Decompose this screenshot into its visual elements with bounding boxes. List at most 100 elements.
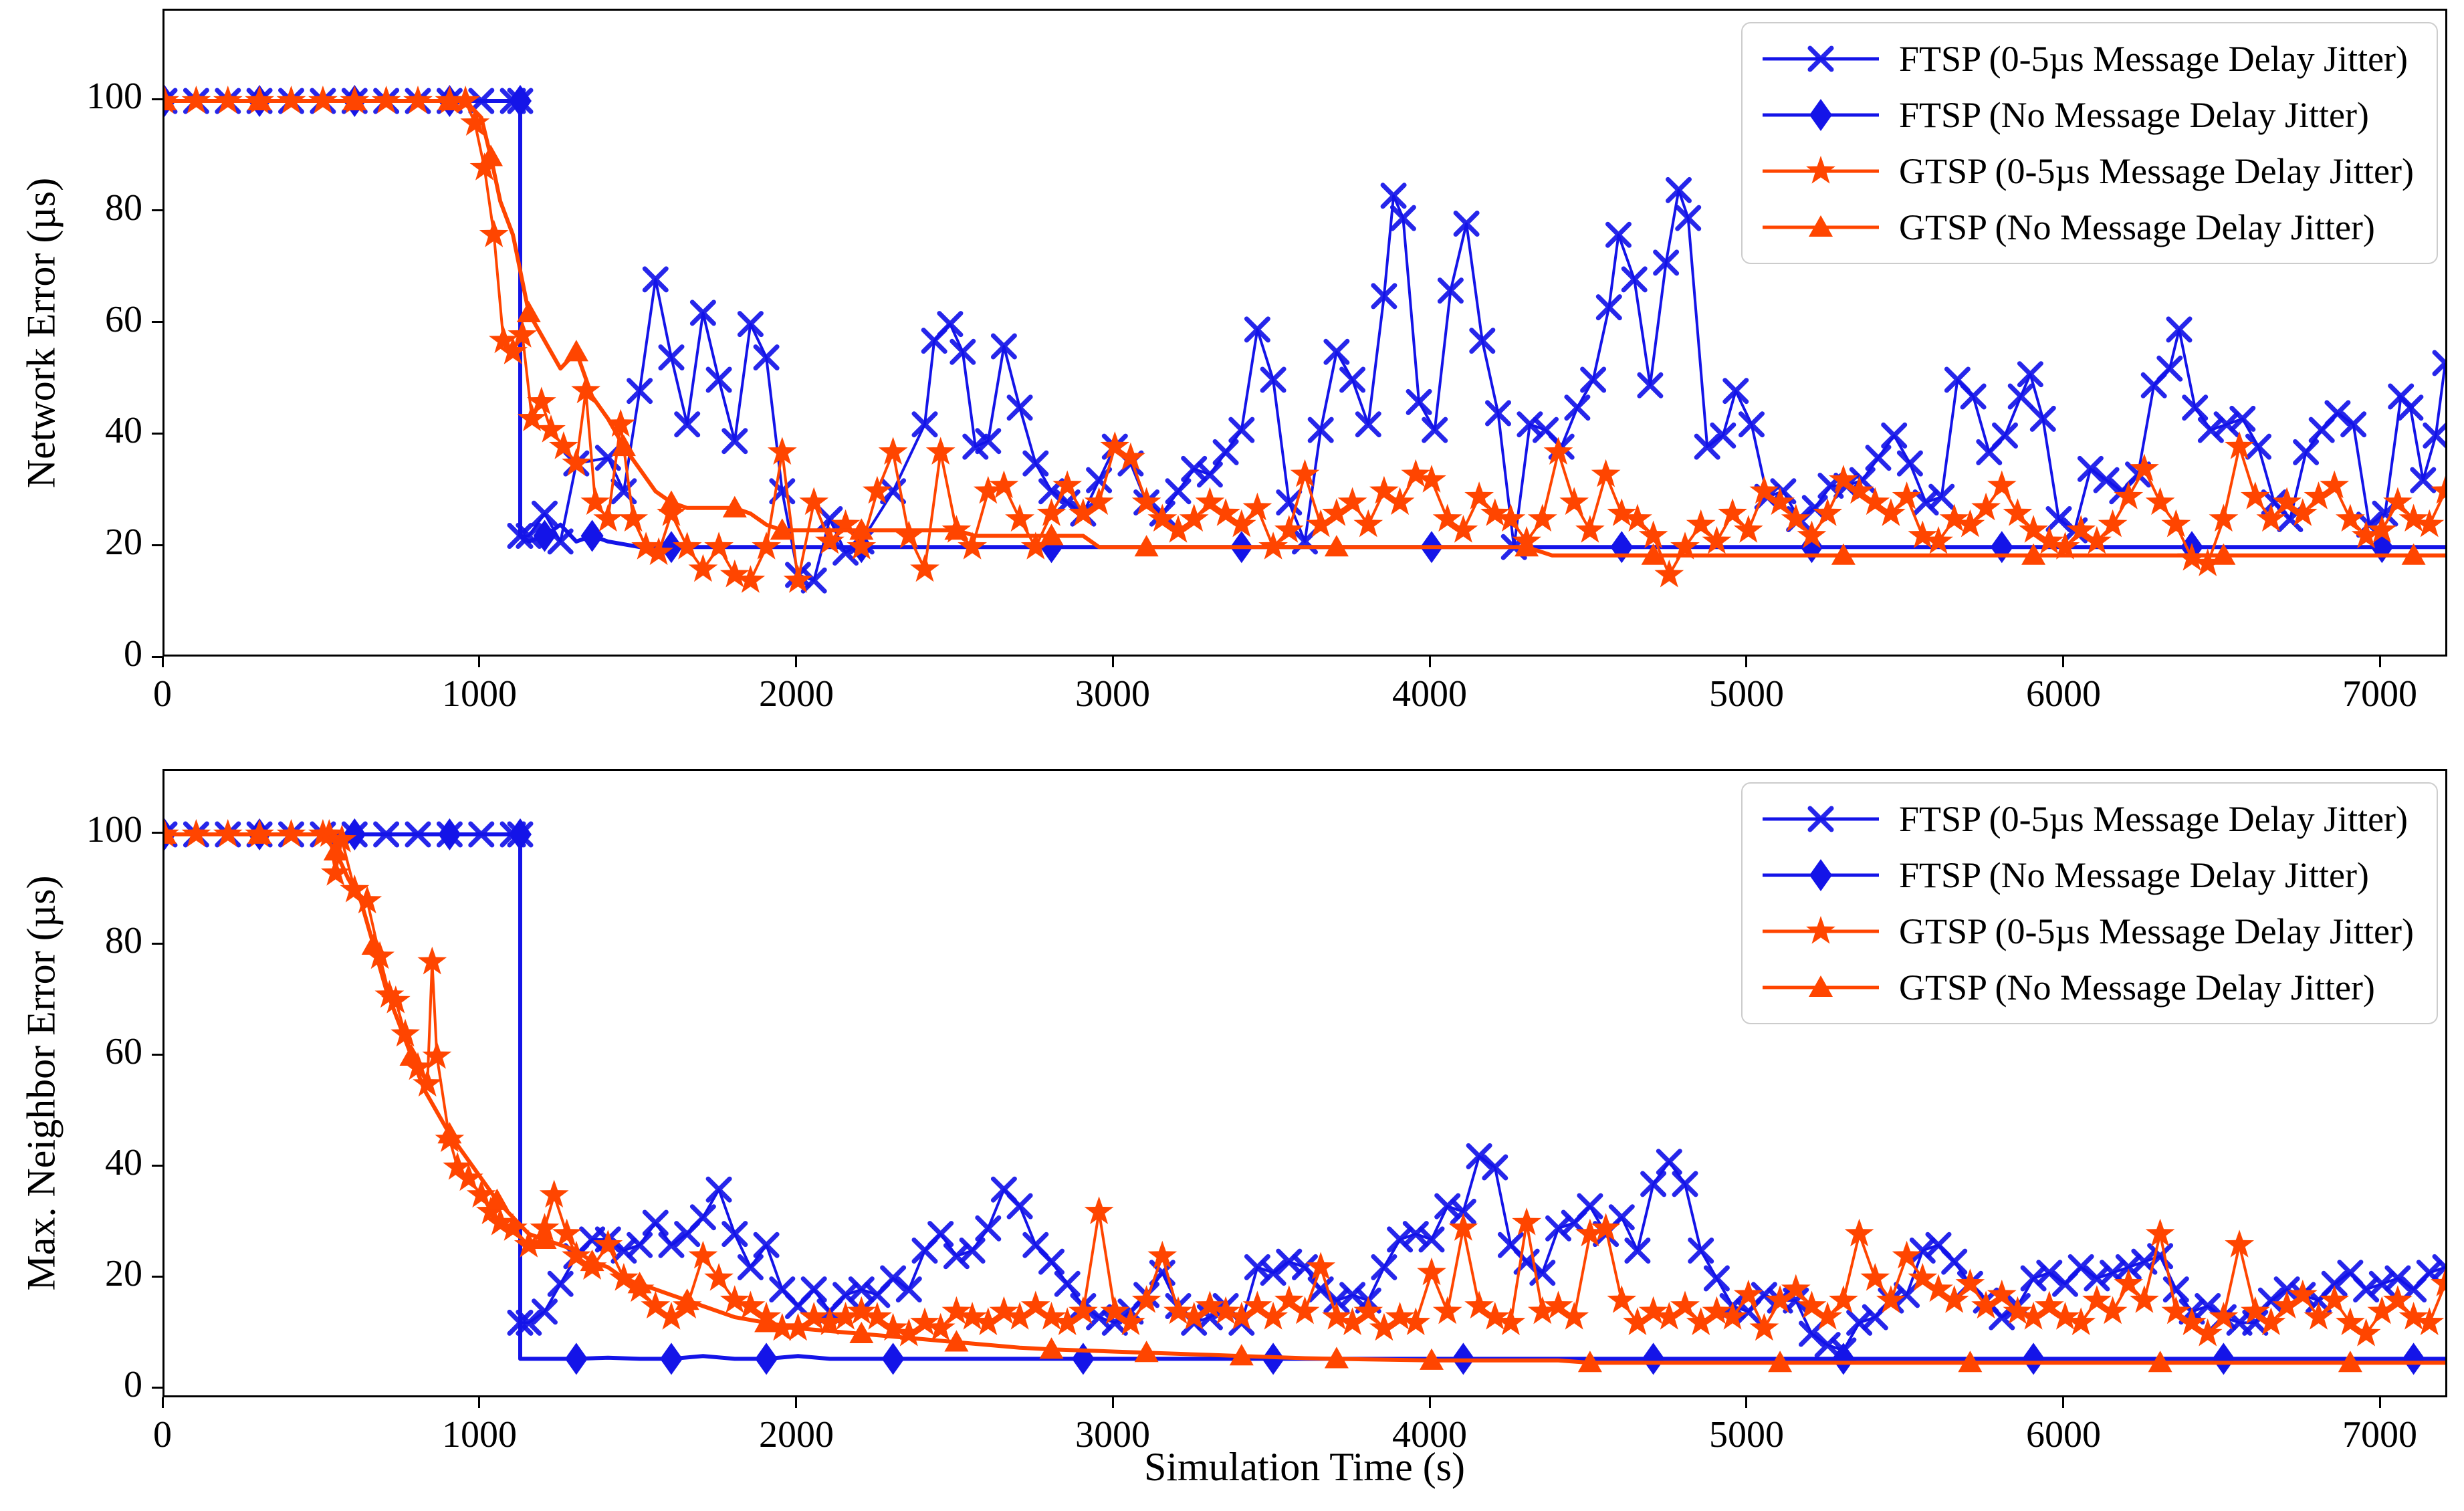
x-axis-label: Simulation Time (s) [1143,1445,1466,1489]
star-marker-icon [1765,487,1795,515]
x-marker-icon [1437,277,1464,304]
star-marker-icon [1211,498,1240,526]
x-marker-icon [895,1276,922,1303]
star-marker-icon [460,108,490,136]
star-marker-icon [1401,459,1431,487]
triangle-marker-icon [944,1330,969,1352]
star-marker-icon [2114,1268,2144,1296]
star-marker-icon [571,375,600,404]
x-marker-icon [1672,1171,1698,1197]
star-marker-icon [453,1163,483,1191]
diamond-marker-icon [881,1343,905,1375]
x-marker-icon [2156,355,2183,382]
star-marker-icon [910,554,939,582]
star-marker-icon [1195,487,1225,515]
star-marker-icon [1069,498,1098,526]
x-marker-icon [532,1298,558,1325]
triangle-marker-icon [323,838,348,860]
star-marker-icon [1179,1302,1209,1330]
x-marker-icon [2321,1270,2348,1297]
star-marker-icon [2272,1290,2302,1319]
x-marker-icon [1212,439,1239,465]
y-tick-label: 100 [86,809,142,850]
x-marker-icon [2432,350,2445,376]
star-marker-icon [2177,1307,2207,1335]
y-tick-mark [152,209,162,211]
x-marker-icon [1605,221,1632,248]
legend-item-diamond: FTSP (No Message Delay Jitter) [1757,850,2414,900]
diamond-marker-icon [509,85,532,117]
x-tick-label: 6000 [2026,673,2101,715]
x-marker-icon [547,1270,574,1297]
x-tick-mark [478,1397,480,1408]
x-marker-icon [832,1282,859,1308]
x-tick-label: 6000 [2026,1414,2101,1456]
star-marker-icon [1464,481,1494,509]
star-marker-icon [530,1213,560,1241]
legend-label: FTSP (0-5µs Message Delay Jitter) [1899,799,2409,839]
star-marker-icon [1908,1263,1938,1291]
legend-item-x: FTSP (0-5µs Message Delay Jitter) [1757,34,2414,84]
star-marker-icon [1591,1213,1621,1241]
star-marker-icon [1829,1285,1858,1313]
x-marker-icon [1941,1248,1968,1275]
x-marker-icon [1653,249,1680,276]
legend-item-diamond: FTSP (No Message Delay Jitter) [1757,90,2414,140]
x-marker-icon [1992,422,2018,449]
star-marker-icon [1337,487,1367,515]
diamond-marker-icon [2022,1343,2045,1375]
star-marker-icon [2003,498,2033,526]
triangle-marker-icon [437,1122,462,1144]
y-tick-mark [152,656,162,658]
x-marker-icon [1739,411,1765,438]
x-tick-mark [1429,1397,1431,1408]
x-marker-icon [2384,1265,2411,1292]
star-marker-icon [1163,1296,1193,1324]
x-marker-icon [2036,1260,2063,1286]
diamond-marker-icon [1809,859,1833,891]
x-marker-icon [1406,388,1432,415]
legend-label: GTSP (No Message Delay Jitter) [1899,207,2375,247]
star-marker-icon [1813,498,1843,526]
x-marker-icon [1485,400,1511,427]
star-marker-icon [1242,1290,1272,1319]
legend-sample-diamond [1763,99,1880,131]
star-marker-icon [1480,1302,1510,1330]
x-marker-icon [1418,1226,1445,1253]
star-marker-icon [526,386,556,415]
star-marker-icon [1417,465,1446,493]
star-marker-icon [1036,1302,1067,1330]
x-marker-icon [1165,478,1192,505]
x-marker-icon [2245,433,2271,460]
x-marker-icon [1909,1238,1936,1264]
star-marker-icon [1290,459,1320,487]
star-marker-icon [1876,498,1906,526]
x-marker-icon [753,344,780,371]
triangle-marker-icon [722,495,747,517]
x-marker-icon [800,1276,827,1303]
x-marker-icon [658,1232,685,1258]
star-marker-icon [1638,1296,1668,1324]
star-marker-icon [830,509,861,538]
star-marker-icon [719,1285,750,1313]
diamond-marker-icon [660,531,683,564]
triangle-marker-icon [479,144,503,166]
x-tick-mark [2379,657,2381,667]
x-marker-icon [2324,400,2351,427]
x-marker-icon [800,567,827,594]
x-marker-icon [1580,366,1607,393]
star-marker-icon [1131,1285,1161,1313]
x-marker-icon [1807,806,1834,832]
star-marker-icon [1955,509,1985,538]
star-marker-icon [2003,1296,2033,1324]
star-marker-icon [1020,1290,1050,1319]
star-marker-icon [417,946,447,975]
star-marker-icon [466,1179,496,1208]
star-marker-icon [1924,526,1953,554]
star-marker-icon [2320,470,2350,499]
star-marker-icon [688,554,718,582]
diamond-marker-icon [2212,1343,2235,1375]
x-marker-icon [2166,316,2193,343]
star-marker-icon [1496,1307,1526,1335]
star-marker-icon [736,565,766,593]
